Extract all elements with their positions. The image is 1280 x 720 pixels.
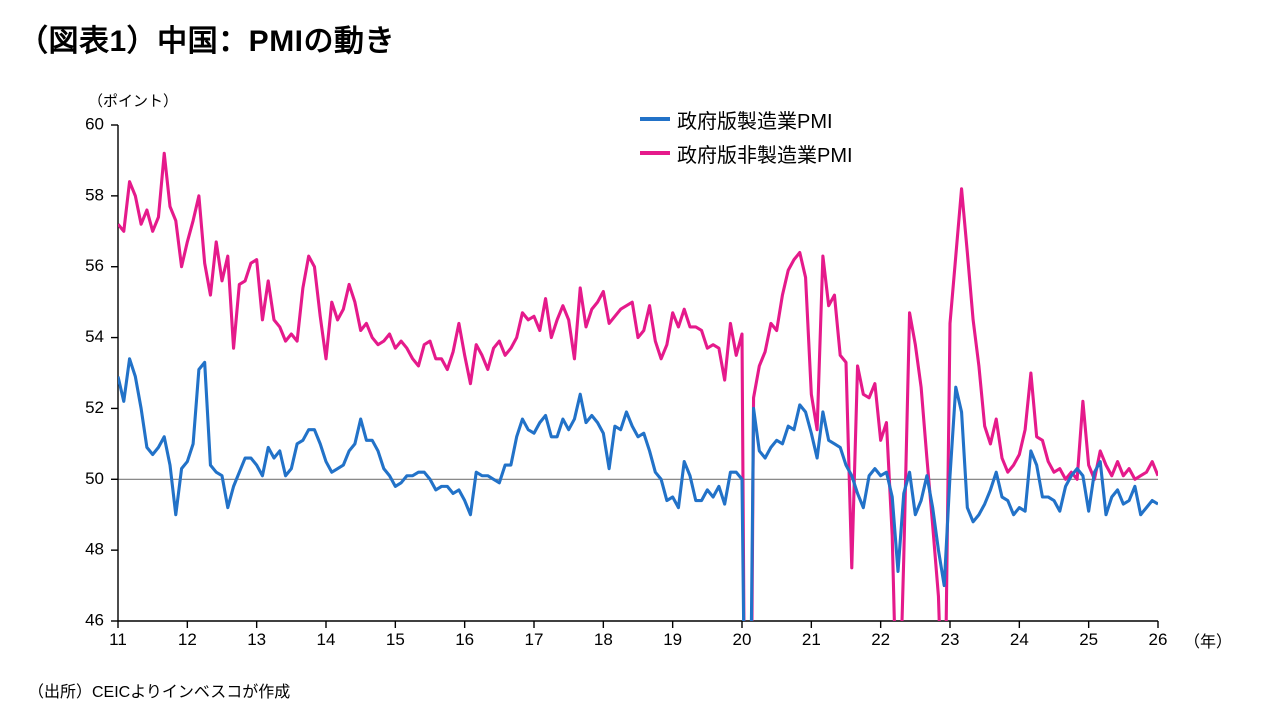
svg-text:23: 23 bbox=[941, 630, 960, 649]
x-axis-unit-label: （年） bbox=[1184, 634, 1233, 651]
legend-label-manufacturing: 政府版製造業PMI bbox=[677, 110, 833, 133]
legend-swatch-magenta-icon bbox=[640, 151, 670, 155]
axis-tick-marks bbox=[111, 124, 1159, 628]
svg-text:52: 52 bbox=[85, 398, 104, 417]
series-line-manufacturing-pmi bbox=[118, 151, 1158, 621]
svg-text:20: 20 bbox=[733, 630, 752, 649]
svg-text:48: 48 bbox=[85, 540, 104, 559]
svg-text:46: 46 bbox=[85, 610, 104, 629]
legend-swatch-blue-icon bbox=[640, 117, 670, 121]
svg-text:24: 24 bbox=[1010, 630, 1029, 649]
svg-text:16: 16 bbox=[455, 630, 474, 649]
svg-text:14: 14 bbox=[317, 630, 336, 649]
svg-text:13: 13 bbox=[247, 630, 266, 649]
svg-text:11: 11 bbox=[109, 630, 127, 649]
svg-text:56: 56 bbox=[85, 256, 104, 275]
svg-text:26: 26 bbox=[1149, 630, 1168, 649]
source-note: （出所）CEICよりインベスコが作成 bbox=[28, 684, 291, 701]
legend-label-nonmanufacturing: 政府版非製造業PMI bbox=[677, 144, 853, 167]
legend-item-manufacturing: 政府版製造業PMI bbox=[640, 102, 853, 136]
svg-text:60: 60 bbox=[85, 114, 104, 133]
svg-text:17: 17 bbox=[525, 630, 544, 649]
x-axis-tick-labels: 11 12 13 14 15 16 17 18 19 20 21 22 23 24 25 26 bbox=[109, 630, 1167, 649]
page-title: （図表1）中国：PMIの動き bbox=[18, 25, 396, 58]
svg-text:21: 21 bbox=[802, 630, 821, 649]
y-axis-tick-labels: 46 48 50 52 54 56 58 60 bbox=[85, 114, 104, 629]
svg-text:18: 18 bbox=[594, 630, 613, 649]
svg-text:22: 22 bbox=[871, 630, 890, 649]
legend: 政府版製造業PMI 政府版非製造業PMI bbox=[640, 102, 853, 170]
legend-item-nonmanufacturing: 政府版非製造業PMI bbox=[640, 136, 853, 170]
svg-text:50: 50 bbox=[85, 469, 104, 488]
svg-text:58: 58 bbox=[85, 185, 104, 204]
svg-text:25: 25 bbox=[1079, 630, 1098, 649]
svg-text:19: 19 bbox=[663, 630, 682, 649]
series-line-nonmanufacturing-pmi bbox=[118, 357, 1158, 621]
y-axis-unit-label: （ポイント） bbox=[88, 93, 179, 110]
svg-text:54: 54 bbox=[85, 327, 104, 346]
svg-text:12: 12 bbox=[178, 630, 197, 649]
svg-text:15: 15 bbox=[386, 630, 405, 649]
